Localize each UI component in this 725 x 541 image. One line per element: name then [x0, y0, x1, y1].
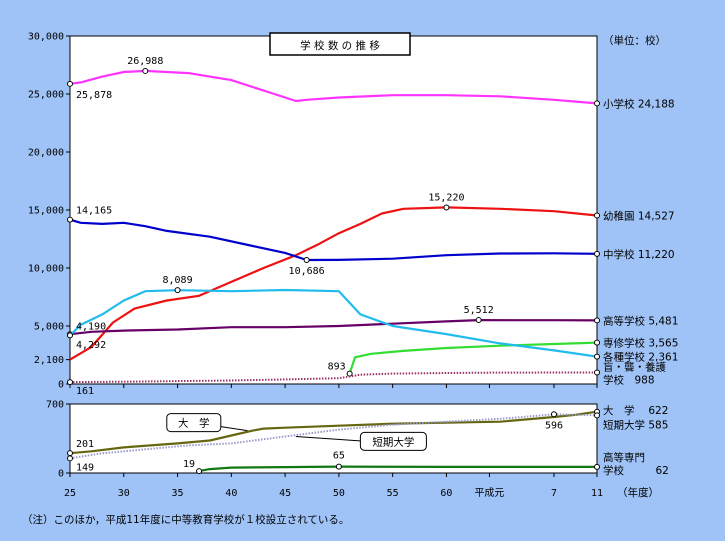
data-point	[174, 287, 181, 294]
data-label: 8,089	[162, 275, 192, 286]
callout-pointer	[220, 426, 248, 432]
series-end-label: 中学校 11,220	[603, 248, 675, 261]
end-point	[594, 339, 600, 346]
y-tick-label: 0	[58, 469, 64, 480]
y-tick-label: 25,000	[28, 90, 64, 101]
data-point	[67, 455, 73, 462]
series-line	[69, 410, 598, 455]
x-tick-label: 50	[333, 488, 345, 499]
callout-box	[359, 431, 427, 451]
school-count-chart: 0 2,100 5,000 10,000 15,000 20,000 25,000 30,00…	[28, 32, 679, 500]
x-tick-label: 35	[172, 488, 184, 499]
data-point	[67, 379, 73, 386]
title-box	[269, 32, 411, 56]
data-point	[335, 463, 342, 470]
data-point	[67, 332, 73, 339]
x-axis-label: （年度）	[617, 486, 659, 499]
end-point	[594, 463, 600, 470]
data-label: 596	[545, 420, 563, 431]
data-label: 5,512	[464, 305, 494, 316]
series-line	[348, 341, 598, 374]
end-point	[594, 212, 600, 219]
chart-title: 学 校 数 の 推 移	[300, 39, 380, 52]
y-tick-label: 700	[46, 400, 64, 411]
data-point	[550, 411, 557, 418]
data-point	[443, 204, 450, 211]
y-tick-label: 2,100	[34, 355, 64, 366]
data-label: 65	[333, 451, 345, 462]
x-tick-label: 55	[387, 488, 399, 499]
series-line	[69, 218, 598, 262]
data-point	[303, 257, 310, 264]
footnote: （注）このほか，平成11年度に中等教育学校が１校設立されている。	[22, 514, 350, 526]
series-end-label: 小学校 24,188	[603, 97, 675, 110]
series-line	[69, 319, 598, 336]
series-line	[69, 69, 598, 105]
data-label: 14,165	[76, 206, 112, 217]
series-end-label: 学校 62	[603, 464, 669, 477]
unit-label: （単位：校）	[603, 34, 666, 47]
data-point	[346, 370, 353, 377]
data-label: 4,292	[76, 340, 106, 351]
data-point	[142, 67, 149, 74]
series-end-label: 各種学校 2,361	[603, 351, 678, 364]
series-line	[69, 288, 598, 358]
y-tick-label: 10,000	[28, 264, 64, 275]
x-tick-label: 7	[551, 488, 557, 499]
data-label: 893	[328, 362, 346, 373]
data-point	[67, 450, 73, 457]
callout-box	[166, 413, 222, 433]
series-end-label: 大 学 622	[603, 404, 668, 417]
data-point	[67, 216, 73, 223]
x-tick-label: 40	[225, 488, 237, 499]
series-line	[69, 206, 598, 361]
series-end-label: 専修学校 3,565	[603, 337, 678, 350]
callout-label: 大 学	[178, 417, 210, 430]
series-end-label: 高等専門	[603, 451, 645, 464]
series-end-label: 高等学校 5,481	[603, 314, 678, 327]
data-point	[67, 80, 73, 87]
y-tick-label: 5,000	[34, 322, 64, 333]
series-end-label: 幼稚園 14,527	[603, 209, 675, 222]
data-label: 201	[76, 439, 94, 450]
data-label: 10,686	[289, 266, 325, 277]
end-point	[594, 369, 600, 376]
x-tick-label: 60	[440, 488, 452, 499]
end-point	[594, 412, 600, 419]
end-point	[594, 317, 600, 324]
end-point	[594, 100, 600, 107]
series-end-label: 短期大学 585	[603, 419, 668, 432]
y-tick-label: 0	[58, 380, 64, 391]
y-tick-label: 15,000	[28, 206, 64, 217]
plot-area	[69, 403, 598, 474]
data-label: 25,878	[76, 90, 112, 101]
data-label: 149	[76, 462, 94, 473]
data-label: 26,988	[127, 56, 163, 67]
x-tick-label: 11	[591, 488, 603, 499]
data-point	[475, 317, 482, 324]
data-label: 161	[76, 386, 94, 397]
series-end-label: 盲・聾・養護	[603, 361, 666, 374]
x-tick-label: 平成元	[474, 487, 504, 499]
data-label: 15,220	[428, 192, 464, 203]
x-tick-label: 30	[118, 488, 130, 499]
data-label: 19	[183, 459, 195, 470]
y-tick-label: 30,000	[28, 32, 64, 43]
callout-label: 短期大学	[372, 435, 414, 448]
end-point	[594, 353, 600, 360]
data-point	[196, 468, 203, 475]
y-tick-label: 20,000	[28, 148, 64, 159]
x-tick-label: 25	[64, 488, 76, 499]
end-point	[594, 250, 600, 257]
series-line	[198, 465, 597, 473]
data-label: 4,190	[76, 321, 106, 332]
series-line	[69, 413, 598, 460]
series-end-label: 学校 988	[603, 374, 655, 387]
x-tick-label: 45	[279, 488, 291, 499]
